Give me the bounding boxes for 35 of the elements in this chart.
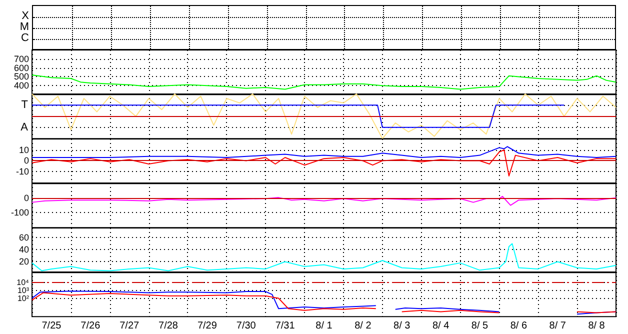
text: A	[20, 122, 29, 134]
x-tick-label: 7/29	[197, 320, 218, 332]
x-tick-label: 8/ 8	[588, 320, 606, 332]
x-tick-label: 7/26	[80, 320, 101, 332]
x-tick-label: 8/ 2	[354, 320, 372, 332]
y-tick-label: 60	[18, 232, 29, 242]
y-tick-label: 600	[14, 62, 29, 72]
x-tick-label: 7/25	[42, 320, 62, 332]
x-tick-label: 8/ 3	[394, 320, 411, 332]
y-tick-label: 400	[14, 80, 29, 90]
y-tick-label: -10	[16, 166, 29, 176]
x-tick-label: 7/28	[158, 320, 178, 332]
text: T	[21, 99, 28, 112]
x-tick-label: 8/ 6	[510, 320, 528, 332]
y-tick-label: 10³	[17, 286, 30, 296]
y-tick-label: -100	[10, 208, 29, 218]
text: M	[20, 21, 29, 34]
y-tick-label: 10²	[17, 294, 30, 304]
y-tick-label: 40	[18, 244, 29, 255]
y-tick-label: 700	[14, 53, 29, 64]
x-tick-label: 8/ 1	[316, 320, 333, 332]
x-tick-label: 8/ 7	[549, 320, 566, 332]
x-tick-label: 8/ 4	[432, 320, 450, 332]
x-tick-label: 7/27	[120, 320, 140, 332]
y-tick-label: 10	[18, 144, 29, 155]
text: X	[22, 10, 29, 22]
y-tick-label: 500	[14, 71, 29, 82]
x-tick-label: 7/31	[275, 320, 296, 332]
y-tick-label: 0	[24, 193, 29, 204]
text: C	[21, 32, 29, 44]
y-tick-label: 10⁴	[16, 278, 30, 288]
x-tick-label: 8/ 5	[471, 320, 489, 332]
x-tick-label: 7/30	[236, 320, 256, 332]
y-tick-label: 20	[18, 256, 29, 267]
y-tick-label: 0	[24, 155, 29, 166]
